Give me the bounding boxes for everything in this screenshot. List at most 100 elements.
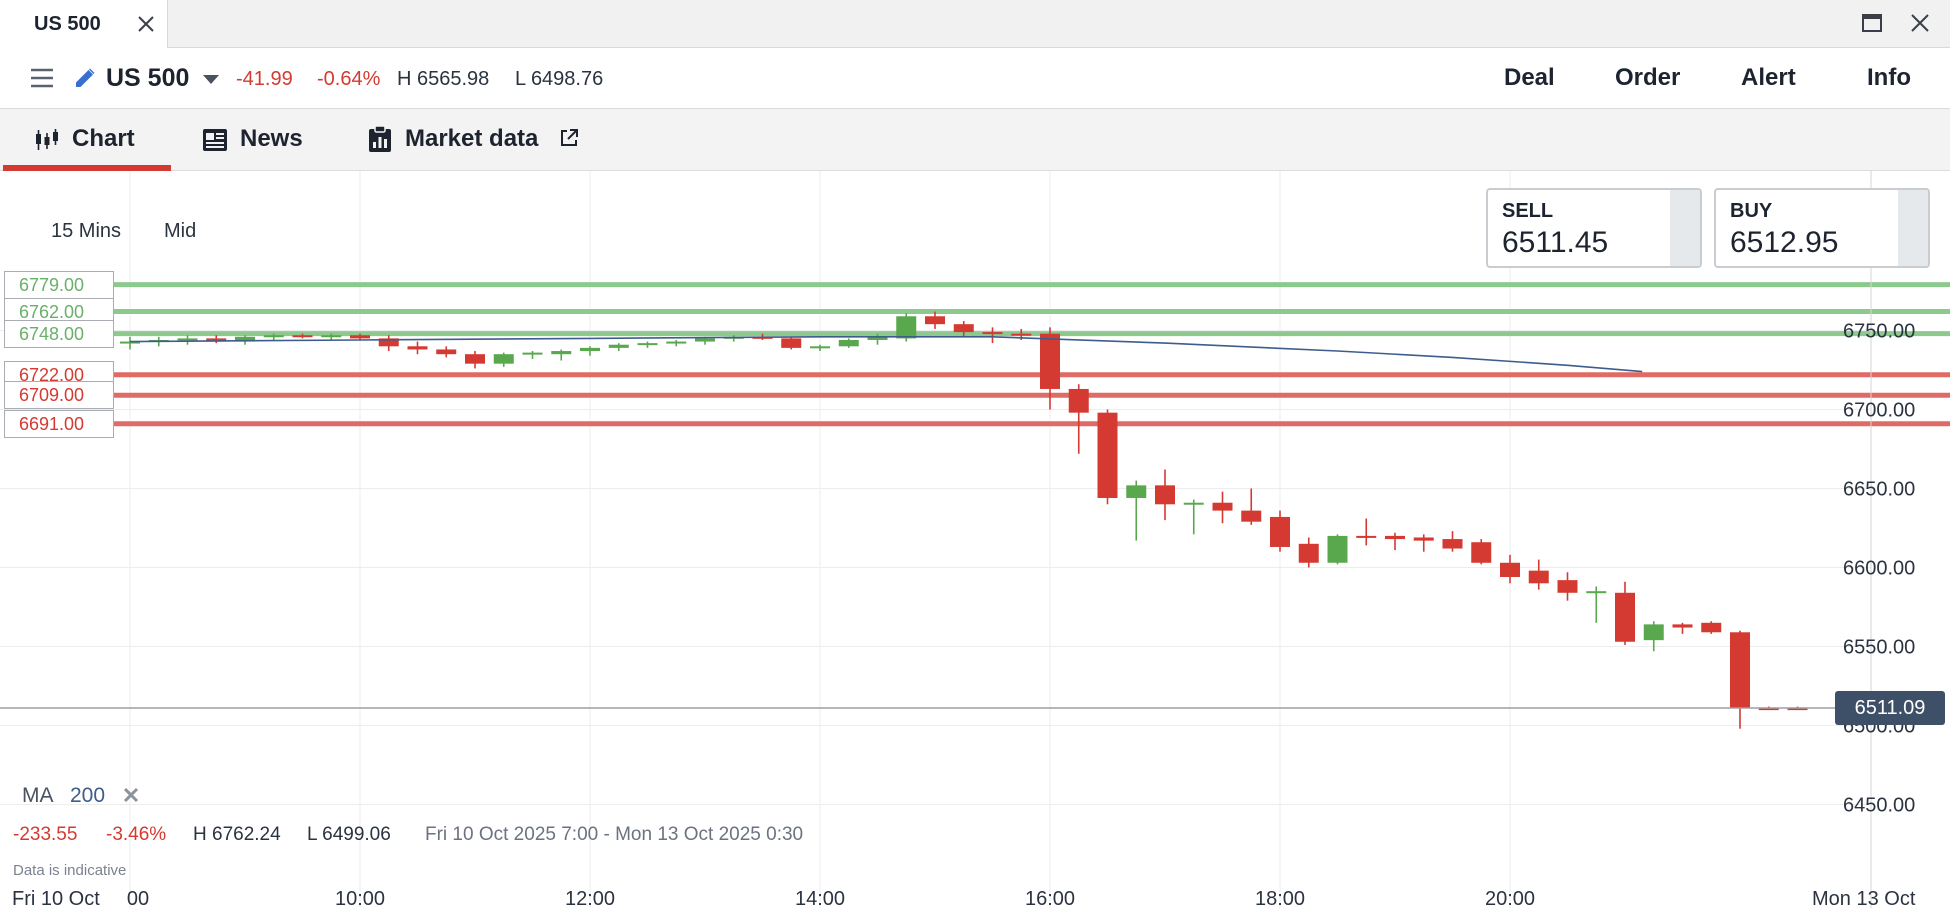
buy-price: 6512.95 xyxy=(1730,226,1839,259)
tab-chart-label: Chart xyxy=(72,125,135,152)
time-axis: Fri 10 Oct 00 10:00 12:00 14:00 16:00 18:00 20:… xyxy=(12,888,1916,908)
instrument-header: US 500 -41.99 -0.64% H 6565.98 L 6498.76… xyxy=(0,48,1950,109)
candle xyxy=(637,341,658,348)
candle xyxy=(465,351,485,369)
price-tick-label: 6450.00 xyxy=(1843,795,1915,817)
pencil-icon[interactable] xyxy=(73,66,97,90)
window-tab-title: US 500 xyxy=(34,13,101,35)
sell-button[interactable]: SELL 6511.45 xyxy=(1486,188,1702,268)
instrument-name[interactable]: US 500 xyxy=(106,64,190,92)
price-tick-label: 6600.00 xyxy=(1843,558,1915,580)
candle xyxy=(925,311,945,329)
sell-label: SELL xyxy=(1502,200,1554,222)
time-tick-label: 00 xyxy=(127,888,149,908)
close-window-icon[interactable] xyxy=(1908,11,1932,35)
candle xyxy=(1615,581,1635,645)
candle xyxy=(1183,499,1204,535)
candle xyxy=(1298,537,1319,568)
header-change-percent: -0.64% xyxy=(317,68,381,90)
caret-down-icon[interactable] xyxy=(200,70,222,88)
price-levels xyxy=(110,282,1950,427)
candle xyxy=(953,321,974,337)
time-tick-label: 16:00 xyxy=(1025,888,1075,908)
candle xyxy=(177,335,198,345)
data-disclaimer: Data is indicative xyxy=(13,862,127,879)
candle xyxy=(666,339,687,347)
time-tick-label: 18:00 xyxy=(1255,888,1305,908)
level-label[interactable]: 6709.00 xyxy=(4,381,114,410)
candle xyxy=(1701,621,1722,634)
price-axis: 6750.006700.006650.006600.006550.006500.… xyxy=(1843,321,1915,817)
candle xyxy=(1413,534,1434,552)
price-tick-label: 6750.00 xyxy=(1843,321,1915,343)
tab-chart[interactable]: Chart xyxy=(0,109,171,171)
info-button[interactable]: Info xyxy=(1867,64,1911,91)
tab-market-data-label: Market data xyxy=(405,125,539,152)
indicator-name: MA xyxy=(22,784,54,807)
candle xyxy=(867,333,888,345)
level-label[interactable]: 6691.00 xyxy=(4,409,114,438)
period-range: Fri 10 Oct 2025 7:00 - Mon 13 Oct 2025 0… xyxy=(425,824,804,845)
price-chart[interactable]: 6750.006700.006650.006600.006550.006500.… xyxy=(0,171,1950,908)
candle xyxy=(1586,586,1607,623)
external-link-icon xyxy=(561,129,578,146)
header-low: L 6498.76 xyxy=(515,68,604,90)
time-tick-label: Fri 10 Oct xyxy=(12,888,100,908)
candle xyxy=(580,346,600,356)
price-tick-label: 6700.00 xyxy=(1843,400,1915,422)
period-high: H 6762.24 xyxy=(193,824,281,845)
header-change: -41.99 xyxy=(236,68,293,90)
level-label[interactable]: 6748.00 xyxy=(4,319,114,348)
candle xyxy=(723,335,744,342)
moving-average-line xyxy=(129,336,1643,373)
candle xyxy=(493,352,514,367)
time-tick-label: 14:00 xyxy=(795,888,845,908)
timeframe-selector[interactable]: 15 Mins xyxy=(51,220,122,242)
maximize-icon[interactable] xyxy=(1860,11,1884,35)
candle xyxy=(1155,469,1175,521)
candle xyxy=(235,335,255,345)
header-high: H 6565.98 xyxy=(397,68,490,90)
deal-button[interactable]: Deal xyxy=(1504,64,1555,91)
candle xyxy=(378,335,399,352)
candle xyxy=(838,338,859,348)
clipboard-chart-icon xyxy=(369,125,391,152)
sell-side-strip xyxy=(1670,190,1700,266)
time-tick-label: 12:00 xyxy=(565,888,615,908)
candle xyxy=(1643,621,1664,652)
candle xyxy=(1385,532,1405,551)
window-tab[interactable]: US 500 xyxy=(0,0,168,48)
time-tick-label: 10:00 xyxy=(335,888,385,908)
price-tick-label: 6650.00 xyxy=(1843,479,1915,501)
candle xyxy=(1557,572,1578,601)
close-icon[interactable] xyxy=(134,12,158,36)
candle xyxy=(407,341,428,355)
time-tick-label: 20:00 xyxy=(1485,888,1535,908)
indicator-period[interactable]: 200 xyxy=(70,784,106,807)
remove-indicator-icon[interactable] xyxy=(122,786,140,804)
tab-news[interactable]: News xyxy=(196,109,316,171)
last-price-badge: 6511.09 xyxy=(1835,690,1945,725)
candle xyxy=(1097,409,1118,505)
buy-button[interactable]: BUY 6512.95 xyxy=(1714,188,1930,268)
candle xyxy=(522,351,543,359)
candle xyxy=(982,327,1003,344)
candlestick-chart-icon xyxy=(36,129,58,150)
hamburger-menu-icon[interactable] xyxy=(29,65,55,91)
candle xyxy=(1327,534,1348,565)
tab-market-data[interactable]: Market data xyxy=(362,109,592,171)
candle xyxy=(1730,630,1750,729)
candle xyxy=(1241,488,1262,525)
candle xyxy=(1040,327,1060,410)
alert-button[interactable]: Alert xyxy=(1741,64,1796,91)
period-change: -233.55 xyxy=(13,824,78,845)
level-label[interactable]: 6779.00 xyxy=(4,270,114,299)
candle xyxy=(608,343,629,352)
candle xyxy=(436,346,457,358)
candle xyxy=(1356,518,1377,546)
sell-price: 6511.45 xyxy=(1502,226,1609,259)
price-type-selector[interactable]: Mid xyxy=(164,220,197,242)
order-button[interactable]: Order xyxy=(1615,64,1681,91)
candle xyxy=(1471,539,1492,565)
candle xyxy=(292,333,313,339)
